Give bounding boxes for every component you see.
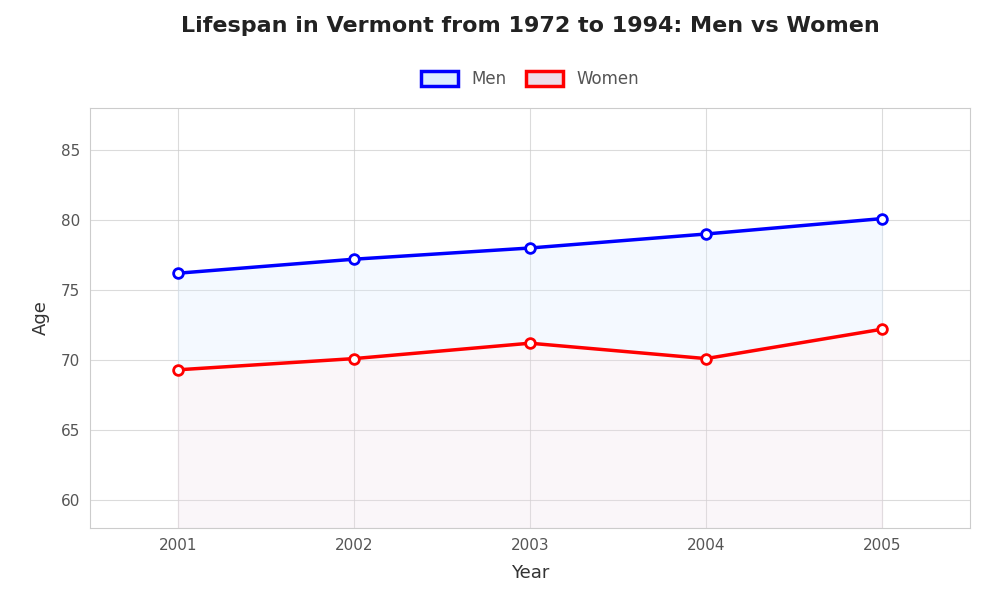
X-axis label: Year: Year bbox=[511, 564, 549, 582]
Y-axis label: Age: Age bbox=[32, 301, 50, 335]
Title: Lifespan in Vermont from 1972 to 1994: Men vs Women: Lifespan in Vermont from 1972 to 1994: M… bbox=[181, 16, 879, 35]
Legend: Men, Women: Men, Women bbox=[413, 62, 647, 97]
